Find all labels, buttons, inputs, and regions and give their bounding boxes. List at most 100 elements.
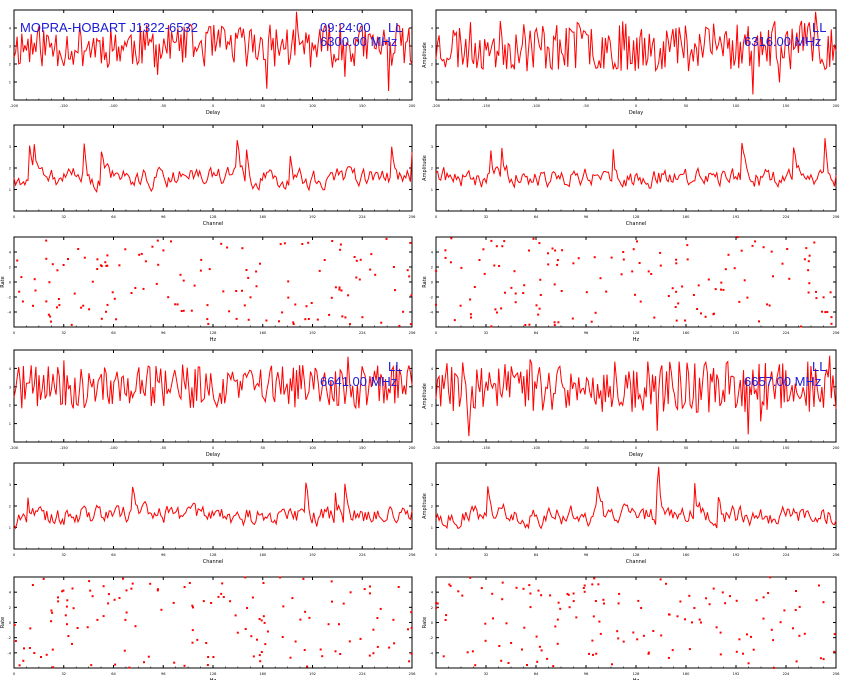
data-point — [122, 577, 124, 580]
x-tick-label: 160 — [259, 215, 267, 219]
chart-panel-9: 0 32 64 96 128 160 192 224 256 1 2 3 Channel — [9, 462, 416, 565]
data-point — [496, 311, 498, 314]
data-point — [653, 316, 656, 319]
data-point — [408, 275, 411, 278]
data-point — [675, 262, 678, 265]
data-point — [498, 645, 501, 647]
data-point — [514, 292, 517, 295]
data-point — [160, 608, 163, 611]
data-point — [331, 600, 333, 603]
data-point — [125, 611, 128, 614]
data-point — [720, 288, 722, 291]
data-point — [484, 639, 487, 642]
data-point — [347, 294, 350, 297]
data-point — [157, 588, 159, 591]
data-point — [752, 648, 755, 651]
data-point — [684, 618, 686, 621]
data-point — [772, 666, 775, 669]
data-point — [788, 277, 791, 280]
data-point — [206, 664, 209, 666]
data-point — [583, 590, 586, 593]
data-point — [144, 260, 147, 263]
data-point — [258, 618, 261, 620]
data-point — [821, 310, 823, 313]
x-tick-label: 256 — [409, 672, 417, 676]
data-point — [675, 319, 678, 322]
data-point — [96, 268, 99, 270]
data-point — [196, 638, 199, 641]
data-point — [340, 289, 343, 292]
data-point — [409, 241, 412, 244]
data-point — [535, 635, 538, 638]
data-point — [23, 647, 25, 650]
data-point — [199, 269, 202, 272]
data-point — [250, 635, 253, 638]
data-point — [206, 304, 209, 307]
data-point — [470, 316, 472, 319]
y-tick-label: 4 — [9, 367, 12, 371]
x-tick-label: -150 — [482, 104, 491, 108]
data-point — [304, 318, 307, 321]
data-point — [727, 253, 730, 256]
data-point — [205, 642, 208, 644]
data-point — [513, 270, 516, 273]
data-point — [191, 604, 194, 607]
x-tick-label: 100 — [309, 446, 317, 450]
data-point — [410, 294, 413, 297]
data-point — [708, 603, 711, 606]
data-point — [697, 284, 700, 287]
data-point — [100, 265, 103, 268]
data-point — [71, 587, 74, 590]
data-point — [182, 279, 185, 282]
chart-panel-1: -200 -150 -100 -50 0 50 100 150 200 1 2 3 4 Delay — [9, 9, 417, 116]
x-tick-label: 200 — [409, 104, 417, 108]
data-point — [47, 313, 50, 316]
plot-frame — [13, 576, 413, 669]
data-point — [51, 611, 54, 614]
x-tick-label: 224 — [783, 553, 791, 557]
x-tick-label: -50 — [160, 104, 167, 108]
data-point — [642, 634, 645, 637]
plot-frame — [13, 124, 413, 212]
data-point — [639, 300, 642, 303]
x-tick-label: 32 — [484, 672, 489, 676]
data-point — [528, 323, 531, 326]
data-point — [96, 618, 99, 621]
x-tick-label: 256 — [833, 331, 841, 335]
x-tick-label: 0 — [435, 672, 438, 676]
data-point — [96, 258, 99, 261]
data-series-line — [435, 466, 837, 530]
data-point — [556, 259, 559, 262]
y-tick-label: 2 — [431, 266, 433, 270]
data-point — [528, 249, 530, 252]
data-point — [617, 602, 620, 605]
data-point — [369, 592, 371, 595]
y-tick-label: 4 — [431, 591, 434, 595]
data-point — [500, 659, 503, 662]
data-point — [722, 288, 725, 291]
data-point — [707, 278, 710, 281]
plot-frame — [435, 576, 837, 669]
x-tick-label: 224 — [359, 331, 367, 335]
data-point — [306, 665, 309, 668]
data-point — [260, 619, 263, 622]
data-point — [474, 664, 477, 667]
pol-label-a: LL — [388, 20, 402, 35]
data-point — [294, 640, 297, 643]
data-point — [808, 282, 811, 285]
data-point — [260, 651, 263, 653]
data-point — [307, 318, 310, 320]
data-point — [547, 263, 550, 266]
data-point — [83, 256, 86, 259]
data-point — [724, 268, 727, 271]
data-point — [536, 660, 539, 663]
data-point — [686, 258, 689, 261]
data-point — [192, 606, 194, 609]
data-point — [815, 297, 818, 300]
data-point — [61, 590, 64, 593]
data-point — [156, 589, 159, 592]
x-tick-label: 32 — [484, 331, 489, 335]
data-point — [235, 290, 238, 292]
data-point — [551, 247, 554, 250]
data-point — [361, 316, 364, 319]
